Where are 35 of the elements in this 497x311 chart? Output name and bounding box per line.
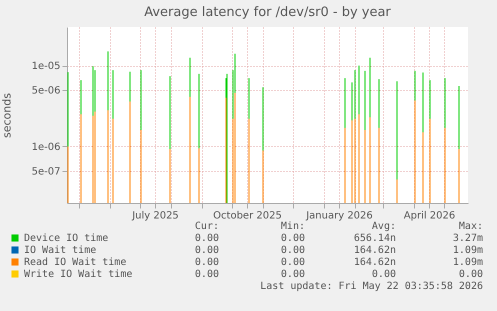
y-tick-label: 1e-06	[32, 142, 60, 153]
text: 0.00	[194, 245, 219, 257]
text: Last update: Fri May 22 03:35:58 2026	[260, 281, 483, 293]
y-axis-title: seconds	[0, 92, 14, 138]
legend-label: Device IO time	[24, 233, 108, 244]
text: 0.00	[372, 269, 396, 281]
legend-label: Read IO Wait time	[24, 257, 126, 268]
text: 0.00	[280, 269, 305, 281]
text: 656.14n	[354, 233, 396, 245]
text: 0.00	[194, 269, 219, 281]
x-tick-label: April 2026	[404, 210, 456, 222]
text: 164.62n	[354, 245, 396, 257]
y-tick-label: 1e-05	[32, 61, 60, 72]
chart-title: Average latency for /dev/sr0 - by year	[144, 5, 392, 20]
text: 3.27m	[452, 233, 483, 245]
text: 0.00	[458, 269, 483, 281]
legend-label: IO Wait time	[24, 245, 96, 256]
text: 0.00	[194, 233, 219, 245]
text: 1.09m	[452, 245, 483, 257]
text: 0.00	[280, 257, 305, 269]
text: 0.00	[194, 257, 219, 269]
text: Cur:	[194, 221, 219, 233]
y-tick-label: 5e-07	[32, 166, 60, 178]
text: Max:	[458, 221, 483, 233]
x-tick-label: January 2026	[305, 210, 373, 222]
text: 0.00	[280, 245, 305, 257]
legend-label: Write IO Wait time	[24, 269, 132, 280]
y-tick-label: 5e-06	[32, 85, 60, 96]
text: 1.09m	[452, 257, 483, 269]
text: Avg:	[372, 221, 396, 233]
x-tick-label: July 2025	[131, 210, 179, 222]
text: Min:	[280, 221, 305, 233]
text: 0.00	[280, 233, 305, 245]
text: 164.62n	[354, 257, 396, 269]
x-tick-label: October 2025	[213, 210, 282, 222]
